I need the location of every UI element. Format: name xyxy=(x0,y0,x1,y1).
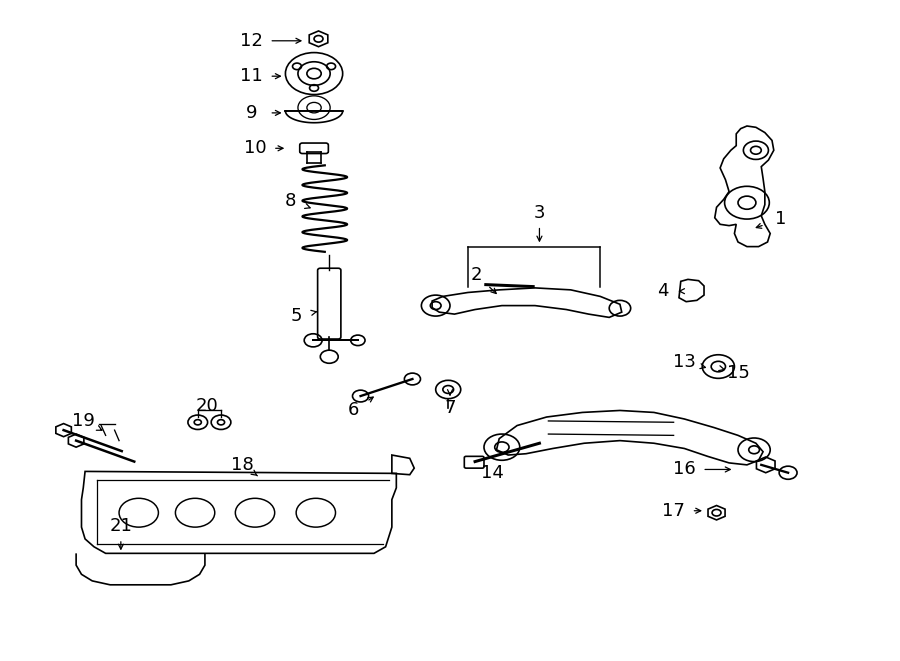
Text: 12: 12 xyxy=(240,32,263,50)
Text: 1: 1 xyxy=(775,210,787,228)
Text: 15: 15 xyxy=(726,364,750,382)
Text: 7: 7 xyxy=(445,399,455,417)
Text: 19: 19 xyxy=(72,412,94,430)
Text: 14: 14 xyxy=(482,465,504,483)
Text: 11: 11 xyxy=(240,67,263,85)
Text: 16: 16 xyxy=(673,461,696,479)
Text: 5: 5 xyxy=(291,307,302,325)
Text: 10: 10 xyxy=(244,139,266,157)
Text: 20: 20 xyxy=(195,397,218,415)
Text: 21: 21 xyxy=(110,517,132,535)
Text: 4: 4 xyxy=(657,282,669,300)
Text: 17: 17 xyxy=(662,502,685,520)
Text: 8: 8 xyxy=(285,192,296,210)
Text: 18: 18 xyxy=(231,456,254,474)
Text: 2: 2 xyxy=(471,266,482,284)
Text: 3: 3 xyxy=(534,204,545,221)
Text: 13: 13 xyxy=(673,353,696,371)
Text: 6: 6 xyxy=(347,401,359,420)
Text: 9: 9 xyxy=(246,104,257,122)
